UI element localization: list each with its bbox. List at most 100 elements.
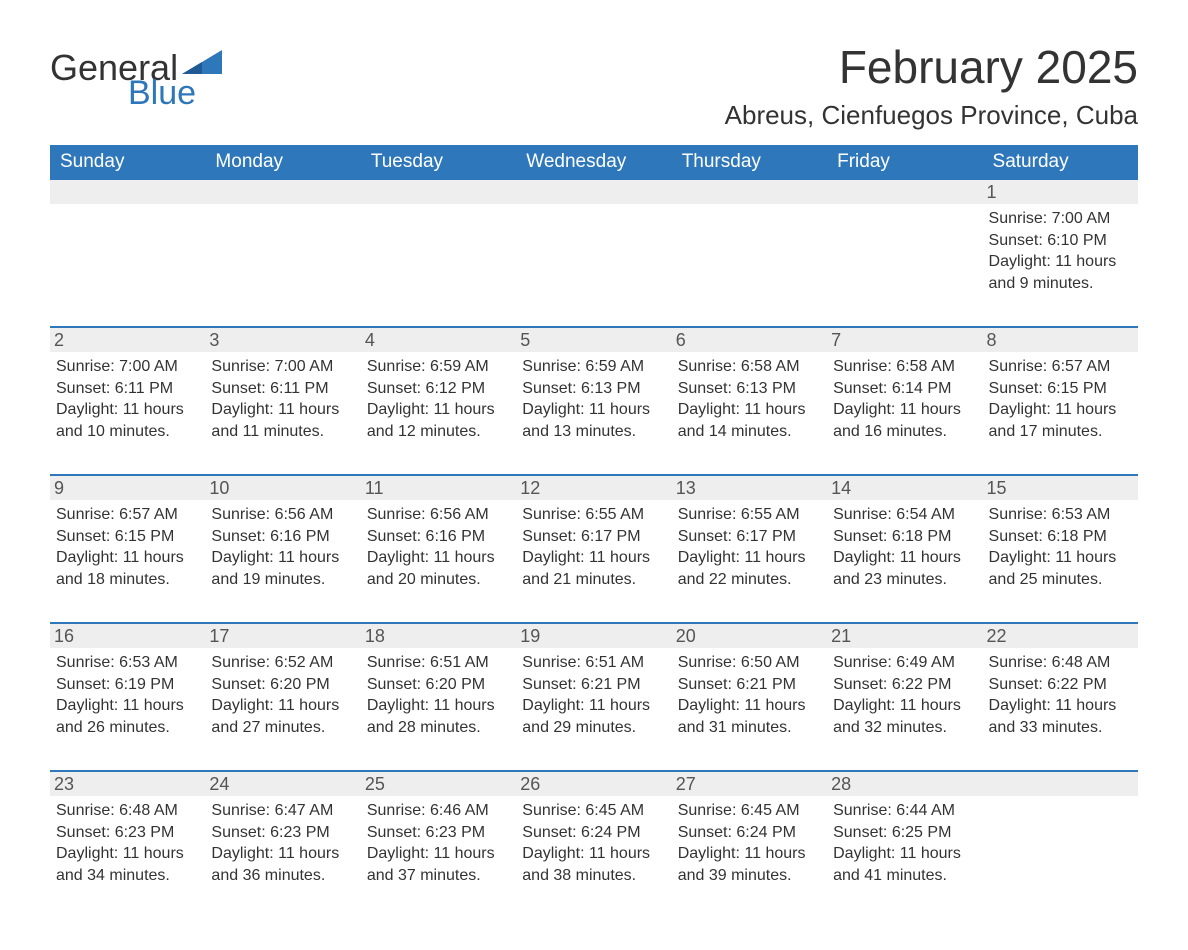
daylight-text: Daylight: 11 hours and 22 minutes.: [678, 547, 813, 590]
weekday-header: Saturday: [983, 145, 1138, 180]
calendar-day: 17 Sunrise: 6:52 AMSunset: 6:20 PMDayligh…: [205, 624, 360, 752]
day-details: Sunrise: 6:59 AMSunset: 6:12 PMDaylight:…: [367, 356, 510, 442]
sunset-text: Sunset: 6:23 PM: [211, 822, 346, 844]
sunrise-text: Sunrise: 6:53 AM: [989, 504, 1124, 526]
daylight-text: Daylight: 11 hours and 33 minutes.: [989, 695, 1124, 738]
sunset-text: Sunset: 6:20 PM: [367, 674, 502, 696]
sunset-text: Sunset: 6:23 PM: [56, 822, 191, 844]
sunset-text: Sunset: 6:17 PM: [678, 526, 813, 548]
sunset-text: Sunset: 6:18 PM: [989, 526, 1124, 548]
weekday-header-row: Sunday Monday Tuesday Wednesday Thursday…: [50, 145, 1138, 180]
sunrise-text: Sunrise: 6:56 AM: [211, 504, 346, 526]
day-number: 23: [50, 772, 205, 796]
sunset-text: Sunset: 6:15 PM: [56, 526, 191, 548]
day-details: Sunrise: 6:52 AMSunset: 6:20 PMDaylight:…: [211, 652, 354, 738]
weekday-header: Sunday: [50, 145, 205, 180]
sunrise-text: Sunrise: 6:55 AM: [522, 504, 657, 526]
calendar-day: 25Sunrise: 6:46 AMSunset: 6:23 PMDayligh…: [361, 772, 516, 900]
sunrise-text: Sunrise: 7:00 AM: [211, 356, 346, 378]
day-details: Sunrise: 6:50 AMSunset: 6:21 PMDaylight:…: [678, 652, 821, 738]
day-details: Sunrise: 6:53 AMSunset: 6:18 PMDaylight:…: [989, 504, 1132, 590]
sunrise-text: Sunrise: 6:55 AM: [678, 504, 813, 526]
daylight-text: Daylight: 11 hours and 16 minutes.: [833, 399, 968, 442]
sunrise-text: Sunrise: 6:58 AM: [833, 356, 968, 378]
calendar-day: 26 Sunrise: 6:45 AMSunset: 6:24 PMDayligh…: [516, 772, 671, 900]
calendar-day: 14Sunrise: 6:54 AMSunset: 6:18 PMDayligh…: [827, 476, 982, 604]
sunrise-text: Sunrise: 6:45 AM: [522, 800, 657, 822]
daylight-text: Daylight: 11 hours and 27 minutes.: [211, 695, 346, 738]
calendar-day: 28Sunrise: 6:44 AMSunset: 6:25 PMDayligh…: [827, 772, 982, 900]
day-details: Sunrise: 6:59 AMSunset: 6:13 PMDaylight:…: [522, 356, 665, 442]
weekday-header: Wednesday: [516, 145, 671, 180]
sunrise-text: Sunrise: 6:46 AM: [367, 800, 502, 822]
sunset-text: Sunset: 6:17 PM: [522, 526, 657, 548]
sunrise-text: Sunrise: 7:00 AM: [989, 208, 1124, 230]
day-number: 26: [516, 772, 671, 796]
sunset-text: Sunset: 6:11 PM: [211, 378, 346, 400]
sunset-text: Sunset: 6:12 PM: [367, 378, 502, 400]
day-details: Sunrise: 6:45 AMSunset: 6:24 PMDaylight:…: [522, 800, 665, 886]
daylight-text: Daylight: 11 hours and 12 minutes.: [367, 399, 502, 442]
location-subtitle: Abreus, Cienfuegos Province, Cuba: [725, 100, 1138, 131]
sunrise-text: Sunrise: 6:53 AM: [56, 652, 191, 674]
day-details: Sunrise: 6:51 AMSunset: 6:21 PMDaylight:…: [522, 652, 665, 738]
calendar-day: 10 Sunrise: 6:56 AMSunset: 6:16 PMDayligh…: [205, 476, 360, 604]
day-number: 21: [827, 624, 982, 648]
daylight-text: Daylight: 11 hours and 26 minutes.: [56, 695, 191, 738]
day-details: Sunrise: 6:44 AMSunset: 6:25 PMDaylight:…: [833, 800, 976, 886]
calendar-day: 9Sunrise: 6:57 AMSunset: 6:15 PMDaylight…: [50, 476, 205, 604]
day-details: Sunrise: 7:00 AMSunset: 6:11 PMDaylight:…: [211, 356, 354, 442]
daylight-text: Daylight: 11 hours and 14 minutes.: [678, 399, 813, 442]
calendar-day: [672, 180, 827, 308]
daylight-text: Daylight: 11 hours and 36 minutes.: [211, 843, 346, 886]
daylight-text: Daylight: 11 hours and 25 minutes.: [989, 547, 1124, 590]
calendar-day: 3 Sunrise: 7:00 AMSunset: 6:11 PMDaylight…: [205, 328, 360, 456]
day-number: 19: [516, 624, 671, 648]
day-details: Sunrise: 6:55 AMSunset: 6:17 PMDaylight:…: [522, 504, 665, 590]
sunset-text: Sunset: 6:24 PM: [678, 822, 813, 844]
calendar-week: 2Sunrise: 7:00 AMSunset: 6:11 PMDaylight…: [50, 326, 1138, 456]
day-number: 12: [516, 476, 671, 500]
daylight-text: Daylight: 11 hours and 10 minutes.: [56, 399, 191, 442]
sunset-text: Sunset: 6:23 PM: [367, 822, 502, 844]
sunset-text: Sunset: 6:25 PM: [833, 822, 968, 844]
sunrise-text: Sunrise: 6:50 AM: [678, 652, 813, 674]
calendar-day: [827, 180, 982, 308]
calendar-day: 27Sunrise: 6:45 AMSunset: 6:24 PMDayligh…: [672, 772, 827, 900]
day-number: 8: [983, 328, 1138, 352]
day-number: 1: [983, 180, 1138, 204]
day-number: 9: [50, 476, 205, 500]
calendar-day: 1 Sunrise: 7:00 AMSunset: 6:10 PMDaylight…: [983, 180, 1138, 308]
day-number: 10: [205, 476, 360, 500]
daylight-text: Daylight: 11 hours and 11 minutes.: [211, 399, 346, 442]
weekday-header: Friday: [827, 145, 982, 180]
day-number: 5: [516, 328, 671, 352]
day-details: Sunrise: 6:47 AMSunset: 6:23 PMDaylight:…: [211, 800, 354, 886]
day-number: [827, 180, 982, 204]
sunrise-text: Sunrise: 6:52 AM: [211, 652, 346, 674]
calendar-day: 24Sunrise: 6:47 AMSunset: 6:23 PMDayligh…: [205, 772, 360, 900]
day-number: 6: [672, 328, 827, 352]
sunrise-text: Sunrise: 6:57 AM: [56, 504, 191, 526]
daylight-text: Daylight: 11 hours and 34 minutes.: [56, 843, 191, 886]
sunrise-text: Sunrise: 6:57 AM: [989, 356, 1124, 378]
day-details: Sunrise: 6:57 AMSunset: 6:15 PMDaylight:…: [989, 356, 1132, 442]
day-details: Sunrise: 6:55 AMSunset: 6:17 PMDaylight:…: [678, 504, 821, 590]
sunset-text: Sunset: 6:10 PM: [989, 230, 1124, 252]
day-number: 16: [50, 624, 205, 648]
day-details: Sunrise: 6:58 AMSunset: 6:14 PMDaylight:…: [833, 356, 976, 442]
day-number: 3: [205, 328, 360, 352]
day-number: 25: [361, 772, 516, 796]
sunset-text: Sunset: 6:18 PM: [833, 526, 968, 548]
day-number: 17: [205, 624, 360, 648]
day-number: [361, 180, 516, 204]
calendar-week: 23Sunrise: 6:48 AMSunset: 6:23 PMDayligh…: [50, 770, 1138, 900]
sunset-text: Sunset: 6:13 PM: [678, 378, 813, 400]
day-details: Sunrise: 7:00 AMSunset: 6:11 PMDaylight:…: [56, 356, 199, 442]
sunset-text: Sunset: 6:22 PM: [989, 674, 1124, 696]
calendar-week: 16Sunrise: 6:53 AMSunset: 6:19 PMDayligh…: [50, 622, 1138, 752]
daylight-text: Daylight: 11 hours and 9 minutes.: [989, 251, 1124, 294]
daylight-text: Daylight: 11 hours and 41 minutes.: [833, 843, 968, 886]
day-details: Sunrise: 6:56 AMSunset: 6:16 PMDaylight:…: [211, 504, 354, 590]
day-details: Sunrise: 6:49 AMSunset: 6:22 PMDaylight:…: [833, 652, 976, 738]
